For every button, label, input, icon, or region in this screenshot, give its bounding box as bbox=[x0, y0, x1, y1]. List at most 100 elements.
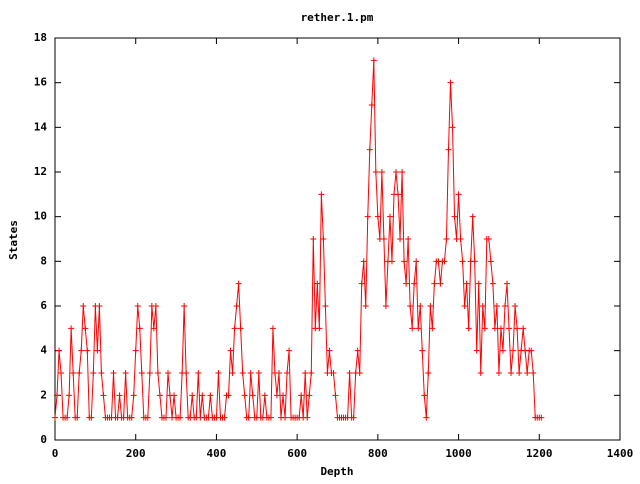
point bbox=[78, 347, 85, 354]
point bbox=[491, 325, 498, 332]
point bbox=[471, 258, 478, 265]
point bbox=[429, 325, 436, 332]
x-tick-label: 600 bbox=[287, 447, 307, 460]
x-tick-label: 1000 bbox=[445, 447, 472, 460]
point bbox=[310, 236, 317, 242]
y-axis-label: States bbox=[7, 220, 20, 260]
point bbox=[455, 191, 462, 198]
point bbox=[249, 392, 256, 399]
point bbox=[286, 347, 293, 354]
point bbox=[441, 258, 448, 265]
y-tick-label: 10 bbox=[34, 210, 47, 223]
point bbox=[481, 325, 488, 332]
point bbox=[401, 258, 408, 265]
point bbox=[512, 303, 519, 309]
point bbox=[82, 325, 89, 332]
point bbox=[449, 124, 456, 131]
point bbox=[411, 280, 418, 287]
point bbox=[245, 414, 252, 421]
point bbox=[501, 303, 508, 309]
point bbox=[195, 370, 202, 376]
point bbox=[154, 370, 161, 376]
point bbox=[399, 169, 406, 175]
point bbox=[52, 414, 58, 421]
point bbox=[427, 303, 434, 309]
point bbox=[132, 347, 139, 354]
point bbox=[423, 414, 430, 421]
point bbox=[241, 392, 248, 399]
point bbox=[405, 236, 412, 242]
point bbox=[302, 370, 309, 376]
point bbox=[239, 370, 246, 376]
point bbox=[199, 392, 206, 399]
point bbox=[459, 258, 466, 265]
point bbox=[152, 303, 159, 309]
point bbox=[229, 370, 236, 376]
point bbox=[80, 303, 87, 309]
point bbox=[273, 392, 280, 399]
x-axis-label: Depth bbox=[320, 465, 353, 478]
point bbox=[520, 325, 527, 332]
point bbox=[403, 280, 410, 287]
point bbox=[495, 370, 502, 376]
point bbox=[280, 392, 287, 399]
point bbox=[98, 370, 105, 376]
point bbox=[346, 370, 353, 376]
point bbox=[76, 370, 83, 376]
point bbox=[298, 392, 305, 399]
point bbox=[90, 370, 97, 376]
point bbox=[171, 392, 178, 399]
point bbox=[58, 370, 65, 376]
point bbox=[88, 414, 95, 421]
point bbox=[489, 280, 496, 287]
point bbox=[255, 370, 262, 376]
point bbox=[237, 325, 244, 332]
point bbox=[165, 370, 171, 376]
plot-frame bbox=[54, 37, 621, 441]
point bbox=[445, 146, 452, 153]
point bbox=[354, 347, 361, 354]
point bbox=[130, 392, 137, 399]
point bbox=[146, 370, 153, 376]
point bbox=[425, 370, 432, 376]
point bbox=[330, 370, 337, 376]
point bbox=[497, 325, 504, 332]
point bbox=[247, 370, 254, 376]
point bbox=[227, 347, 234, 354]
point bbox=[136, 325, 143, 332]
x-tick-label: 1200 bbox=[526, 447, 553, 460]
y-tick-label: 18 bbox=[34, 31, 47, 44]
point bbox=[181, 303, 188, 309]
point bbox=[318, 191, 325, 198]
point bbox=[326, 347, 333, 354]
point bbox=[388, 258, 395, 265]
data-line bbox=[54, 60, 542, 419]
point bbox=[421, 392, 428, 399]
point bbox=[372, 169, 379, 175]
point bbox=[282, 414, 289, 421]
point bbox=[473, 347, 480, 354]
point bbox=[215, 370, 222, 376]
point bbox=[233, 303, 240, 309]
point bbox=[477, 370, 484, 376]
point bbox=[461, 303, 468, 309]
point bbox=[96, 303, 103, 309]
point bbox=[463, 280, 470, 287]
point bbox=[128, 414, 135, 421]
x-tick-label: 200 bbox=[126, 447, 146, 460]
point bbox=[225, 392, 232, 399]
y-tick-label: 14 bbox=[34, 120, 48, 133]
point bbox=[524, 370, 531, 376]
point bbox=[275, 370, 282, 376]
point bbox=[68, 325, 75, 332]
point bbox=[138, 370, 145, 376]
point bbox=[504, 280, 510, 287]
point bbox=[316, 325, 323, 332]
point bbox=[267, 414, 274, 421]
point bbox=[475, 280, 482, 287]
y-tick-label: 4 bbox=[40, 344, 47, 357]
point bbox=[485, 236, 492, 242]
y-tick-label: 16 bbox=[34, 76, 48, 89]
point bbox=[487, 258, 494, 265]
point bbox=[332, 392, 339, 399]
